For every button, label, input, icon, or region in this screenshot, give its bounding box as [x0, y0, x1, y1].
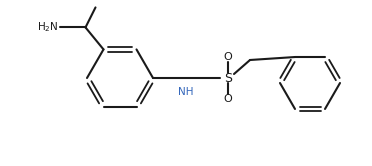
Text: O: O	[224, 94, 232, 104]
Text: O: O	[224, 52, 232, 62]
Text: NH: NH	[178, 87, 193, 97]
Text: $\mathregular{H_2N}$: $\mathregular{H_2N}$	[37, 21, 58, 34]
Text: S: S	[224, 72, 232, 84]
